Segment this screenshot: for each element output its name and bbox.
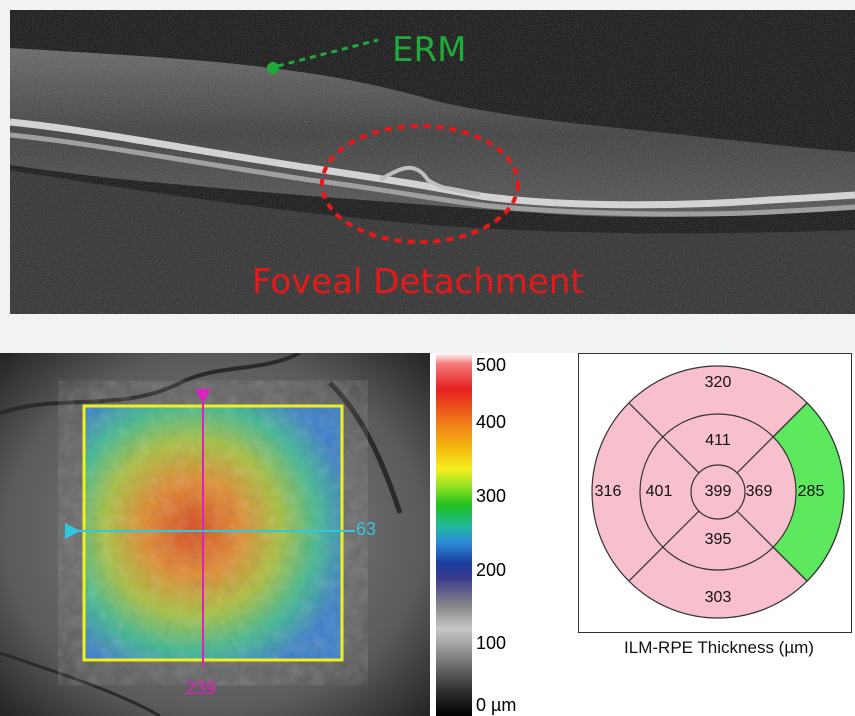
inner-nasal-value: 369 bbox=[745, 483, 773, 500]
erm-label: ERM bbox=[392, 30, 467, 70]
scale-label-400: 400 bbox=[476, 412, 507, 432]
fundus-thickness-map: 239 63 bbox=[0, 353, 430, 716]
scale-label-300: 300 bbox=[476, 486, 507, 506]
inner-temporal-value: 401 bbox=[645, 483, 673, 500]
etdrs-grid-caption: ILM-RPE Thickness (µm) bbox=[624, 638, 814, 657]
inner-inferior-value: 395 bbox=[704, 531, 732, 548]
foveal-detachment-label: Foveal Detachment bbox=[252, 262, 584, 302]
outer-superior-value: 320 bbox=[704, 374, 732, 391]
scale-label-100: 100 bbox=[476, 633, 507, 653]
outer-inferior-value: 303 bbox=[704, 589, 732, 606]
etdrs-grid-graphic bbox=[591, 365, 845, 619]
outer-temporal-value: 316 bbox=[594, 483, 622, 500]
horizontal-scan-position-label: 63 bbox=[356, 519, 377, 539]
inner-superior-value: 411 bbox=[705, 432, 731, 449]
oct-bscan-graphic bbox=[10, 10, 855, 314]
thickness-color-scale bbox=[436, 353, 472, 716]
outer-nasal-value: 285 bbox=[797, 483, 825, 500]
scale-label-0: 0 µm bbox=[476, 695, 517, 715]
center-value: 399 bbox=[704, 483, 732, 500]
vertical-scan-position-label: 239 bbox=[186, 678, 217, 698]
etdrs-grid-panel: 320 411 316 401 399 369 285 395 303 bbox=[578, 353, 852, 633]
oct-bscan-image: ERM Foveal Detachment bbox=[10, 10, 855, 314]
fundus-map-graphic bbox=[0, 353, 430, 716]
scale-label-200: 200 bbox=[476, 560, 507, 580]
scale-label-500: 500 bbox=[476, 355, 507, 375]
